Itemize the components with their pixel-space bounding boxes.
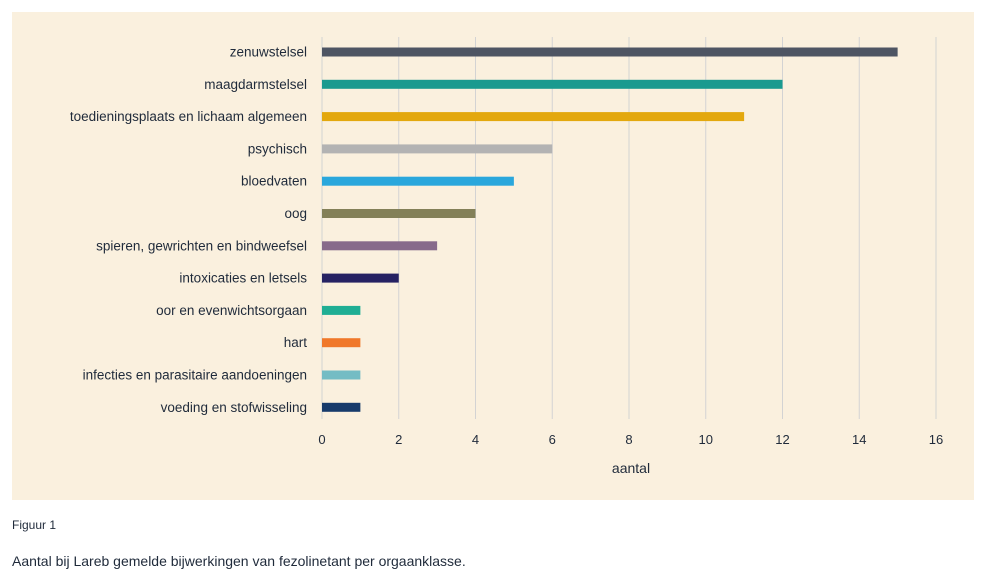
category-label-5: oog (284, 206, 307, 221)
figure-caption: Aantal bij Lareb gemelde bijwerkingen va… (12, 553, 466, 569)
category-label-4: bloedvaten (241, 174, 307, 189)
category-label-1: maagdarmstelsel (204, 77, 307, 92)
bar-11 (322, 402, 361, 412)
x-tick-label-3: 6 (549, 432, 556, 447)
x-tick-label-1: 2 (395, 432, 402, 447)
bar-chart: zenuwstelsel maagdarmstelsel toedieningspl… (12, 12, 974, 500)
category-label-11: voeding en stofwisseling (161, 400, 307, 415)
bar-6 (322, 241, 438, 251)
bar-9 (322, 338, 361, 348)
category-label-6: spieren, gewrichten en bindweefsel (96, 238, 307, 253)
category-labels: zenuwstelsel maagdarmstelsel toedieningspl… (70, 45, 307, 415)
figure-label: Figuur 1 (12, 518, 57, 532)
x-tick-label-7: 14 (852, 432, 866, 447)
bar-4 (322, 176, 514, 186)
bars (322, 47, 898, 412)
bar-10 (322, 370, 361, 380)
chart-panel: zenuwstelsel maagdarmstelsel toedieningspl… (12, 12, 974, 500)
bar-7 (322, 273, 399, 283)
category-label-2: toedieningsplaats en lichaam algemeen (70, 109, 307, 124)
x-axis-title: aantal (612, 460, 650, 476)
bar-0 (322, 47, 898, 57)
category-label-10: infecties en parasitaire aandoeningen (83, 368, 307, 383)
category-label-0: zenuwstelsel (230, 45, 307, 60)
category-label-7: intoxicaties en letsels (179, 271, 307, 286)
x-tick-label-0: 0 (318, 432, 325, 447)
category-label-9: hart (284, 335, 308, 350)
x-tick-labels: 0 2 4 6 8 10 12 14 16 (318, 432, 943, 447)
gridlines (321, 37, 937, 419)
x-tick-label-2: 4 (472, 432, 479, 447)
bar-3 (322, 144, 553, 154)
bar-1 (322, 79, 783, 89)
x-tick-label-5: 10 (699, 432, 713, 447)
bar-5 (322, 209, 476, 218)
category-label-3: psychisch (248, 141, 307, 156)
chart-background (12, 12, 974, 500)
bar-2 (322, 112, 745, 122)
category-label-8: oor en evenwichtsorgaan (156, 303, 307, 318)
x-tick-label-8: 16 (929, 432, 943, 447)
x-tick-label-6: 12 (775, 432, 789, 447)
x-tick-label-4: 8 (625, 432, 632, 447)
bar-8 (322, 305, 361, 315)
